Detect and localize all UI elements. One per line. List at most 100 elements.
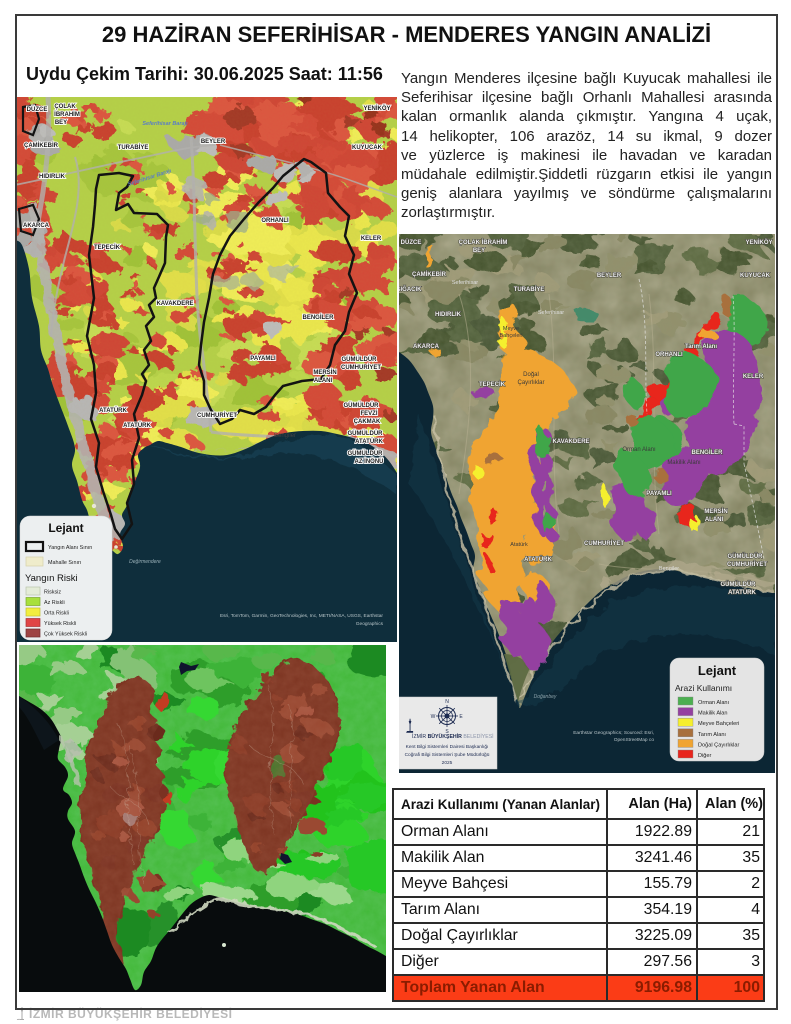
svg-text:Bengiler: Bengiler [659, 566, 679, 572]
svg-text:KUYUCAK: KUYUCAK [352, 145, 383, 151]
svg-text:Bahçeleri: Bahçeleri [500, 333, 523, 339]
svg-text:ÇAMİKEBİR: ÇAMİKEBİR [24, 142, 59, 149]
svg-text:Makilik Alanı: Makilik Alanı [667, 460, 701, 466]
svg-text:KUYUCAK: KUYUCAK [740, 273, 771, 279]
svg-text:Az Riskli: Az Riskli [44, 600, 65, 606]
svg-text:Çayırlıklar: Çayırlıklar [517, 380, 544, 386]
svg-text:Esri, TomTom, Garmin, GeoTechn: Esri, TomTom, Garmin, GeoTechnologies, I… [220, 613, 383, 619]
svg-text:2025: 2025 [442, 760, 453, 766]
svg-text:ATATÜRK: ATATÜRK [123, 422, 151, 429]
svg-text:Earthstar Geographics; Sourced: Earthstar Geographics; Sourced: Esri, [573, 730, 654, 736]
svg-text:HIDIRLIK: HIDIRLIK [39, 174, 66, 180]
svg-text:GÜMÜLDÜR: GÜMÜLDÜR [721, 581, 757, 588]
svg-text:ATATÜRK: ATATÜRK [728, 589, 756, 596]
svg-text:Lejant: Lejant [48, 521, 83, 535]
svg-text:TEPECİK: TEPECİK [479, 381, 506, 388]
svg-text:FEVZİ: FEVZİ [360, 410, 377, 417]
svg-text:BENGİLER: BENGİLER [302, 314, 334, 321]
svg-text:Yangın Riski: Yangın Riski [25, 573, 78, 584]
svg-text:ALANI: ALANI [705, 517, 724, 523]
svg-text:DÜZCE: DÜZCE [27, 106, 48, 113]
svg-text:BEYLER: BEYLER [201, 139, 226, 145]
svg-text:ÇOLAK İBRAHİM: ÇOLAK İBRAHİM [459, 239, 508, 246]
svg-text:Yangın Alanı Sınırı: Yangın Alanı Sınırı [48, 545, 93, 551]
svg-text:Diğer: Diğer [698, 753, 712, 759]
svg-text:GÜMÜLDÜR: GÜMÜLDÜR [348, 450, 384, 457]
svg-text:TEPECİK: TEPECİK [94, 244, 121, 251]
svg-text:Yüksek Riskli: Yüksek Riskli [44, 621, 76, 627]
svg-text:KAVAKDERE: KAVAKDERE [552, 439, 589, 445]
svg-text:GÜMÜLDÜR: GÜMÜLDÜR [348, 430, 384, 437]
svg-text:ALANI: ALANI [314, 378, 333, 384]
svg-text:CUMHURİYET: CUMHURİYET [197, 412, 237, 419]
svg-text:Orta Riskli: Orta Riskli [44, 611, 69, 617]
svg-text:GÜMÜLDÜR: GÜMÜLDÜR [342, 356, 378, 363]
svg-text:AKARCA: AKARCA [413, 344, 440, 350]
svg-text:Makilik Alan: Makilik Alan [698, 711, 728, 717]
svg-text:MERSİN: MERSİN [313, 369, 336, 376]
svg-text:Seferihisar Barajı: Seferihisar Barajı [142, 121, 188, 127]
svg-text:CUMHURİYET: CUMHURİYET [727, 561, 767, 568]
svg-text:HIDIRLIK: HIDIRLIK [435, 312, 462, 318]
svg-text:YENİKÖY: YENİKÖY [745, 239, 772, 246]
svg-text:KELER: KELER [361, 236, 382, 242]
svg-text:DÜZCE: DÜZCE [401, 239, 422, 246]
svg-text:BEY: BEY [55, 120, 67, 126]
svg-text:BEYLER: BEYLER [597, 273, 622, 279]
svg-text:Tarım Alanı: Tarım Alanı [685, 344, 717, 350]
svg-text:Bengiler: Bengiler [274, 433, 296, 439]
svg-text:Kent Bilgi Sistemleri Dairesi: Kent Bilgi Sistemleri Dairesi Başkanlığı [406, 744, 489, 750]
svg-text:CUMHURİYET: CUMHURİYET [341, 364, 381, 371]
svg-text:Atatürk: Atatürk [510, 542, 528, 548]
svg-text:KAVAKDERE: KAVAKDERE [156, 301, 193, 307]
svg-text:İZMİR BÜYÜKŞEHİR BELEDİYESİ: İZMİR BÜYÜKŞEHİR BELEDİYESİ [412, 733, 494, 740]
svg-text:N: N [445, 699, 449, 705]
svg-text:CUMHURİYET: CUMHURİYET [584, 540, 624, 547]
svg-text:MERSİN: MERSİN [704, 508, 727, 515]
svg-text:YENİKÖY: YENİKÖY [363, 105, 390, 112]
svg-text:Çok Yüksek Riskli: Çok Yüksek Riskli [44, 632, 87, 638]
svg-text:Arazi Kullanımı: Arazi Kullanımı [675, 683, 732, 693]
svg-text:W: W [431, 714, 436, 720]
svg-text:ÇOLAK: ÇOLAK [54, 104, 76, 110]
svg-text:Seferihisar: Seferihisar [452, 280, 478, 286]
svg-text:Meyve: Meyve [503, 326, 519, 332]
svg-text:Doğanbey: Doğanbey [534, 694, 557, 700]
svg-text:Seferihisar: Seferihisar [538, 310, 564, 316]
svg-text:Değirmendere: Değirmendere [129, 559, 161, 565]
svg-text:OpenStreetMap co: OpenStreetMap co [614, 737, 655, 743]
svg-text:Orman Alanı: Orman Alanı [622, 447, 656, 453]
svg-text:BEY: BEY [473, 248, 485, 254]
svg-text:Meyve Bahçeleri: Meyve Bahçeleri [698, 721, 739, 727]
svg-text:BENGİLER: BENGİLER [691, 449, 723, 456]
svg-text:ATATÜRK: ATATÜRK [524, 556, 552, 563]
svg-text:ÇAKMAK: ÇAKMAK [354, 419, 381, 425]
svg-text:ATATÜRK: ATATÜRK [99, 407, 127, 414]
svg-text:ÇAMİKEBİR: ÇAMİKEBİR [412, 271, 447, 278]
svg-text:GÜMÜLDÜR: GÜMÜLDÜR [728, 553, 764, 560]
svg-text:GÜMÜLDÜR: GÜMÜLDÜR [344, 402, 380, 409]
svg-text:ATATÜRK: ATATÜRK [355, 438, 383, 445]
svg-text:Risksiz: Risksiz [44, 590, 61, 596]
svg-text:Coğrafi Bilgi Sistemleri Şube: Coğrafi Bilgi Sistemleri Şube Müdürlüğü [405, 752, 490, 758]
svg-text:Doğal: Doğal [523, 372, 539, 378]
svg-text:KELER: KELER [743, 374, 764, 380]
svg-text:E: E [459, 714, 463, 720]
svg-text:AKARCA: AKARCA [23, 223, 50, 229]
svg-text:İBRAHİM: İBRAHİM [54, 111, 80, 118]
svg-text:SIĞACIK: SIĞACIK [399, 285, 422, 293]
svg-text:ORHANLI: ORHANLI [655, 352, 683, 358]
svg-text:Doğal Çayırlıklar: Doğal Çayırlıklar [698, 742, 739, 748]
svg-text:ORHANLI: ORHANLI [261, 218, 289, 224]
svg-text:TURABİYE: TURABİYE [514, 286, 545, 293]
svg-text:AZ İNÖNÜ: AZ İNÖNÜ [355, 458, 384, 465]
svg-text:Mahalle Sınırı: Mahalle Sınırı [48, 560, 81, 566]
svg-text:Lejant: Lejant [698, 663, 737, 678]
svg-text:PAYAMLI: PAYAMLI [250, 356, 276, 362]
svg-text:S: S [445, 729, 449, 735]
svg-text:Geographics: Geographics [356, 621, 384, 627]
svg-text:Tarım Alanı: Tarım Alanı [698, 732, 726, 738]
svg-text:Orman Alanı: Orman Alanı [698, 700, 730, 706]
svg-text:PAYAMLI: PAYAMLI [646, 491, 672, 497]
svg-text:TURABİYE: TURABİYE [118, 144, 149, 151]
